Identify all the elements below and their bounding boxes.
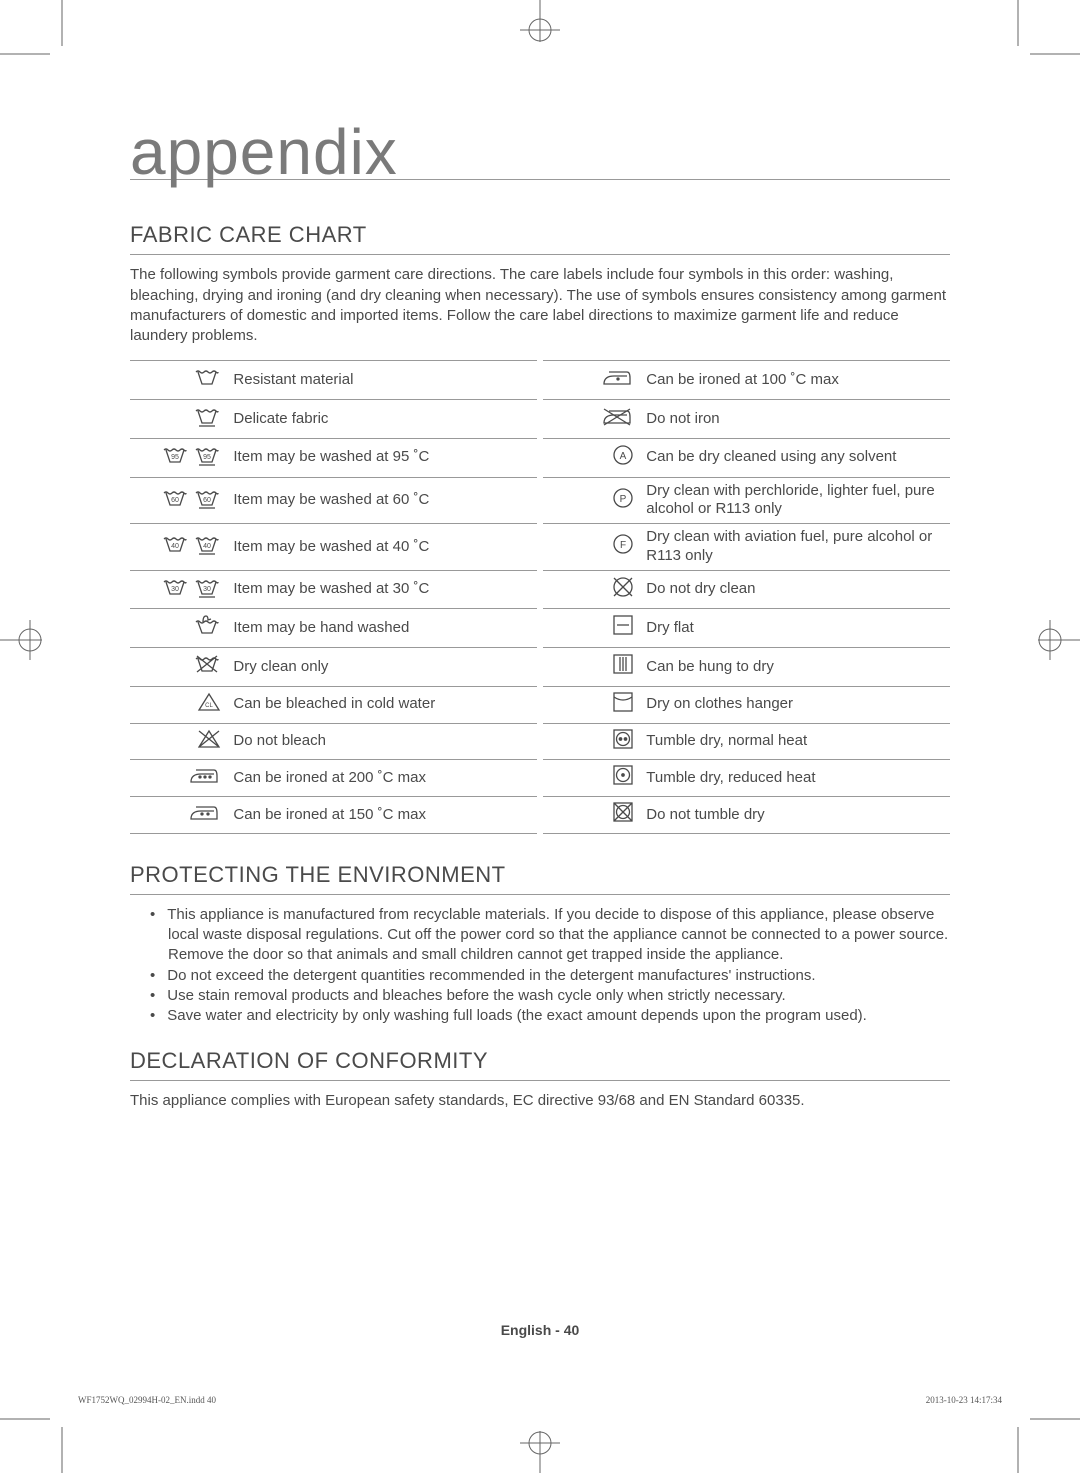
svg-text:A: A bbox=[620, 451, 627, 462]
svg-text:CL: CL bbox=[206, 703, 214, 709]
square-hbar-icon bbox=[543, 609, 640, 648]
fabric-care-heading: FABRIC CARE CHART bbox=[130, 222, 950, 255]
care-label: Delicate fabric bbox=[227, 400, 537, 439]
svg-text:F: F bbox=[620, 540, 626, 551]
declaration-heading: DECLARATION OF CONFORMITY bbox=[130, 1048, 950, 1081]
care-row: Delicate fabric Do not iron bbox=[130, 400, 950, 439]
care-label: Do not dry clean bbox=[640, 570, 950, 609]
care-row: Can be ironed at 200 ˚C max Tumble dry, r… bbox=[130, 760, 950, 797]
wash-95-pair-icon: 95 95 bbox=[130, 438, 227, 477]
care-row: Resistant material Can be ironed at 100 ˚… bbox=[130, 361, 950, 400]
care-label: Can be ironed at 200 ˚C max bbox=[227, 760, 537, 797]
page-footer-center: English - 40 bbox=[0, 1322, 1080, 1338]
iron-cross-icon bbox=[543, 400, 640, 439]
care-row: Item may be hand washed Dry flat bbox=[130, 609, 950, 648]
environment-bullet: Save water and electricity by only washi… bbox=[150, 1006, 950, 1026]
care-label: Dry clean with aviation fuel, pure alcoh… bbox=[640, 524, 950, 571]
wash-60-pair-icon: 60 60 bbox=[130, 477, 227, 524]
svg-text:60: 60 bbox=[171, 497, 179, 504]
care-label: Tumble dry, reduced heat bbox=[640, 760, 950, 797]
svg-text:P: P bbox=[620, 494, 627, 505]
care-label: Dry on clothes hanger bbox=[640, 686, 950, 723]
svg-text:40: 40 bbox=[203, 543, 211, 550]
care-row: Dry clean only Can be hung to dry bbox=[130, 648, 950, 687]
wash-basin-icon bbox=[130, 361, 227, 400]
circle-cross-icon bbox=[543, 570, 640, 609]
fabric-care-table: Resistant material Can be ironed at 100 ˚… bbox=[130, 360, 950, 834]
triangle-cl-icon: CL bbox=[130, 686, 227, 723]
circle-p-icon: P bbox=[543, 477, 640, 524]
footer-page-number: 40 bbox=[564, 1322, 580, 1338]
care-label: Can be ironed at 100 ˚C max bbox=[640, 361, 950, 400]
svg-text:40: 40 bbox=[171, 543, 179, 550]
environment-list: This appliance is manufactured from recy… bbox=[130, 905, 950, 1027]
sq-cross-icon bbox=[543, 797, 640, 834]
care-row: 40 40Item may be washed at 40 ˚CFDry cle… bbox=[130, 524, 950, 571]
care-row: Do not bleach Tumble dry, normal heat bbox=[130, 723, 950, 760]
page-footer-right: 2013-10-23 14:17:34 bbox=[926, 1395, 1002, 1405]
care-label: Tumble dry, normal heat bbox=[640, 723, 950, 760]
care-label: Item may be washed at 60 ˚C bbox=[227, 477, 537, 524]
iron-3dot-icon bbox=[130, 760, 227, 797]
environment-bullet: This appliance is manufactured from recy… bbox=[150, 905, 950, 966]
wash-40-pair-icon: 40 40 bbox=[130, 524, 227, 571]
care-label: Item may be washed at 40 ˚C bbox=[227, 524, 537, 571]
environment-bullet: Do not exceed the detergent quantities r… bbox=[150, 966, 950, 986]
care-row: 30 30Item may be washed at 30 ˚CDo not d… bbox=[130, 570, 950, 609]
care-label: Item may be hand washed bbox=[227, 609, 537, 648]
sq-circ-1dot-icon bbox=[543, 760, 640, 797]
iron-2dot-icon bbox=[130, 797, 227, 834]
page-footer-left: WF1752WQ_02994H-02_EN.indd 40 bbox=[78, 1395, 216, 1405]
care-label: Item may be washed at 95 ˚C bbox=[227, 438, 537, 477]
circle-f-icon: F bbox=[543, 524, 640, 571]
svg-text:95: 95 bbox=[171, 454, 179, 461]
svg-text:95: 95 bbox=[203, 454, 211, 461]
triangle-cross-icon bbox=[130, 723, 227, 760]
iron-1dot-icon bbox=[543, 361, 640, 400]
care-label: Can be ironed at 150 ˚C max bbox=[227, 797, 537, 834]
wash-cross-icon bbox=[130, 648, 227, 687]
footer-lang: English - bbox=[501, 1322, 564, 1338]
care-row: 95 95Item may be washed at 95 ˚CACan be … bbox=[130, 438, 950, 477]
care-label: Dry clean only bbox=[227, 648, 537, 687]
fabric-care-intro: The following symbols provide garment ca… bbox=[130, 265, 950, 346]
sq-circ-2dot-icon bbox=[543, 723, 640, 760]
svg-text:30: 30 bbox=[171, 586, 179, 593]
svg-text:30: 30 bbox=[203, 586, 211, 593]
environment-bullet: Use stain removal products and bleaches … bbox=[150, 986, 950, 1006]
hand-wash-icon bbox=[130, 609, 227, 648]
care-label: Item may be washed at 30 ˚C bbox=[227, 570, 537, 609]
care-label: Can be bleached in cold water bbox=[227, 686, 537, 723]
care-label: Resistant material bbox=[227, 361, 537, 400]
care-label: Dry flat bbox=[640, 609, 950, 648]
wash-basin-line-icon bbox=[130, 400, 227, 439]
care-row: 60 60Item may be washed at 60 ˚CPDry cle… bbox=[130, 477, 950, 524]
page-content: appendix FABRIC CARE CHART The following… bbox=[130, 125, 950, 1112]
svg-text:60: 60 bbox=[203, 497, 211, 504]
square-arc-icon bbox=[543, 686, 640, 723]
wash-30-pair-icon: 30 30 bbox=[130, 570, 227, 609]
environment-heading: PROTECTING THE ENVIRONMENT bbox=[130, 862, 950, 895]
circle-a-icon: A bbox=[543, 438, 640, 477]
care-label: Do not iron bbox=[640, 400, 950, 439]
care-label: Do not tumble dry bbox=[640, 797, 950, 834]
care-label: Dry clean with perchloride, lighter fuel… bbox=[640, 477, 950, 524]
care-label: Can be dry cleaned using any solvent bbox=[640, 438, 950, 477]
square-vbars-icon bbox=[543, 648, 640, 687]
declaration-text: This appliance complies with European sa… bbox=[130, 1091, 950, 1111]
page-title: appendix bbox=[130, 125, 950, 180]
care-label: Do not bleach bbox=[227, 723, 537, 760]
care-label: Can be hung to dry bbox=[640, 648, 950, 687]
care-row: Can be ironed at 150 ˚C max Do not tumble… bbox=[130, 797, 950, 834]
care-row: CL Can be bleached in cold water Dry on cl… bbox=[130, 686, 950, 723]
